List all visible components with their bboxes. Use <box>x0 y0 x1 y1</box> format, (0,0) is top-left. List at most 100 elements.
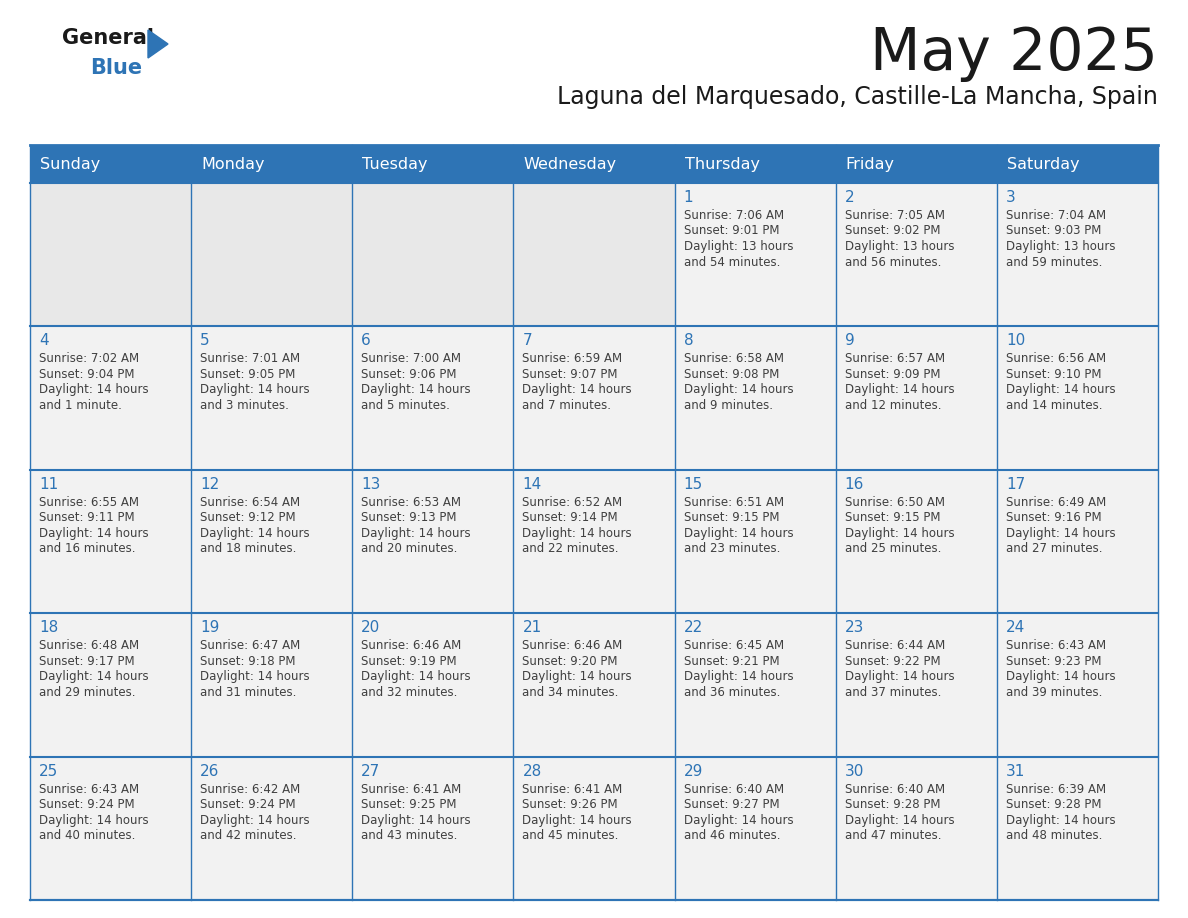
Text: Sunrise: 7:06 AM: Sunrise: 7:06 AM <box>683 209 784 222</box>
Text: 28: 28 <box>523 764 542 778</box>
Text: Wednesday: Wednesday <box>524 156 617 172</box>
Text: 3: 3 <box>1006 190 1016 205</box>
Text: Sunset: 9:14 PM: Sunset: 9:14 PM <box>523 511 618 524</box>
Text: Sunset: 9:01 PM: Sunset: 9:01 PM <box>683 225 779 238</box>
Text: and 1 minute.: and 1 minute. <box>39 399 122 412</box>
Text: Laguna del Marquesado, Castille-La Mancha, Spain: Laguna del Marquesado, Castille-La Manch… <box>557 85 1158 109</box>
Text: Daylight: 14 hours: Daylight: 14 hours <box>523 670 632 683</box>
Bar <box>835 183 997 327</box>
Text: Sunrise: 6:43 AM: Sunrise: 6:43 AM <box>1006 639 1106 652</box>
Text: Daylight: 14 hours: Daylight: 14 hours <box>1006 813 1116 826</box>
Text: Sunset: 9:20 PM: Sunset: 9:20 PM <box>523 655 618 667</box>
Text: Sunrise: 6:48 AM: Sunrise: 6:48 AM <box>39 639 139 652</box>
Text: Blue: Blue <box>90 58 143 78</box>
Text: and 47 minutes.: and 47 minutes. <box>845 829 941 842</box>
Text: and 12 minutes.: and 12 minutes. <box>845 399 941 412</box>
Text: 26: 26 <box>200 764 220 778</box>
Bar <box>191 327 353 470</box>
Text: and 36 minutes.: and 36 minutes. <box>683 686 781 699</box>
Text: Sunset: 9:27 PM: Sunset: 9:27 PM <box>683 798 779 812</box>
Text: 30: 30 <box>845 764 864 778</box>
Text: and 25 minutes.: and 25 minutes. <box>845 543 941 555</box>
Bar <box>513 327 675 470</box>
Text: 25: 25 <box>39 764 58 778</box>
Text: Sunrise: 6:41 AM: Sunrise: 6:41 AM <box>523 783 623 796</box>
Bar <box>353 145 513 183</box>
Text: Sunset: 9:23 PM: Sunset: 9:23 PM <box>1006 655 1101 667</box>
Text: Daylight: 14 hours: Daylight: 14 hours <box>683 527 794 540</box>
Text: Daylight: 14 hours: Daylight: 14 hours <box>361 813 470 826</box>
Text: 27: 27 <box>361 764 380 778</box>
Text: and 5 minutes.: and 5 minutes. <box>361 399 450 412</box>
Text: and 43 minutes.: and 43 minutes. <box>361 829 457 842</box>
Text: and 3 minutes.: and 3 minutes. <box>200 399 289 412</box>
Text: Sunset: 9:05 PM: Sunset: 9:05 PM <box>200 368 296 381</box>
Bar <box>675 327 835 470</box>
Text: Daylight: 14 hours: Daylight: 14 hours <box>39 527 148 540</box>
Text: Sunrise: 6:47 AM: Sunrise: 6:47 AM <box>200 639 301 652</box>
Text: Daylight: 14 hours: Daylight: 14 hours <box>845 384 954 397</box>
Text: Sunset: 9:28 PM: Sunset: 9:28 PM <box>845 798 940 812</box>
Text: 12: 12 <box>200 476 220 492</box>
Bar <box>191 183 353 327</box>
Text: 13: 13 <box>361 476 380 492</box>
Bar <box>835 470 997 613</box>
Text: and 45 minutes.: and 45 minutes. <box>523 829 619 842</box>
Text: Sunset: 9:16 PM: Sunset: 9:16 PM <box>1006 511 1101 524</box>
Text: Sunset: 9:19 PM: Sunset: 9:19 PM <box>361 655 457 667</box>
Text: Daylight: 14 hours: Daylight: 14 hours <box>200 527 310 540</box>
Text: Sunset: 9:03 PM: Sunset: 9:03 PM <box>1006 225 1101 238</box>
Bar <box>353 756 513 900</box>
Text: Sunset: 9:28 PM: Sunset: 9:28 PM <box>1006 798 1101 812</box>
Text: 10: 10 <box>1006 333 1025 349</box>
Text: 19: 19 <box>200 621 220 635</box>
Text: Sunset: 9:04 PM: Sunset: 9:04 PM <box>39 368 134 381</box>
Text: Sunrise: 6:44 AM: Sunrise: 6:44 AM <box>845 639 944 652</box>
Text: Sunrise: 6:45 AM: Sunrise: 6:45 AM <box>683 639 784 652</box>
Text: and 59 minutes.: and 59 minutes. <box>1006 255 1102 268</box>
Text: Sunset: 9:10 PM: Sunset: 9:10 PM <box>1006 368 1101 381</box>
Text: Sunrise: 7:05 AM: Sunrise: 7:05 AM <box>845 209 944 222</box>
Text: 31: 31 <box>1006 764 1025 778</box>
Bar <box>513 470 675 613</box>
Text: Sunrise: 7:00 AM: Sunrise: 7:00 AM <box>361 353 461 365</box>
Bar <box>835 756 997 900</box>
Text: and 32 minutes.: and 32 minutes. <box>361 686 457 699</box>
Text: and 9 minutes.: and 9 minutes. <box>683 399 772 412</box>
Text: Sunrise: 6:42 AM: Sunrise: 6:42 AM <box>200 783 301 796</box>
Bar <box>997 183 1158 327</box>
Text: 20: 20 <box>361 621 380 635</box>
Bar <box>30 183 191 327</box>
Text: 14: 14 <box>523 476 542 492</box>
Text: Sunrise: 6:40 AM: Sunrise: 6:40 AM <box>845 783 944 796</box>
Bar <box>353 470 513 613</box>
Text: May 2025: May 2025 <box>870 25 1158 82</box>
Text: Sunrise: 7:04 AM: Sunrise: 7:04 AM <box>1006 209 1106 222</box>
Bar <box>353 327 513 470</box>
Text: 4: 4 <box>39 333 49 349</box>
Text: Sunrise: 6:43 AM: Sunrise: 6:43 AM <box>39 783 139 796</box>
Text: Sunset: 9:24 PM: Sunset: 9:24 PM <box>200 798 296 812</box>
Text: Daylight: 14 hours: Daylight: 14 hours <box>361 527 470 540</box>
Text: Sunrise: 6:57 AM: Sunrise: 6:57 AM <box>845 353 944 365</box>
Text: Sunset: 9:25 PM: Sunset: 9:25 PM <box>361 798 456 812</box>
Text: Daylight: 14 hours: Daylight: 14 hours <box>845 813 954 826</box>
Text: Daylight: 14 hours: Daylight: 14 hours <box>39 670 148 683</box>
Text: Daylight: 14 hours: Daylight: 14 hours <box>683 670 794 683</box>
Text: Sunrise: 6:49 AM: Sunrise: 6:49 AM <box>1006 496 1106 509</box>
Bar <box>997 327 1158 470</box>
Text: Sunrise: 6:53 AM: Sunrise: 6:53 AM <box>361 496 461 509</box>
Bar <box>513 145 675 183</box>
Text: Daylight: 14 hours: Daylight: 14 hours <box>1006 670 1116 683</box>
Text: Thursday: Thursday <box>684 156 759 172</box>
Text: Sunset: 9:12 PM: Sunset: 9:12 PM <box>200 511 296 524</box>
Text: 23: 23 <box>845 621 864 635</box>
Text: Sunrise: 6:58 AM: Sunrise: 6:58 AM <box>683 353 784 365</box>
Bar <box>675 613 835 756</box>
Text: Sunrise: 6:40 AM: Sunrise: 6:40 AM <box>683 783 784 796</box>
Text: Sunset: 9:22 PM: Sunset: 9:22 PM <box>845 655 941 667</box>
Text: and 37 minutes.: and 37 minutes. <box>845 686 941 699</box>
Bar <box>997 756 1158 900</box>
Text: and 46 minutes.: and 46 minutes. <box>683 829 781 842</box>
Text: Daylight: 14 hours: Daylight: 14 hours <box>1006 527 1116 540</box>
